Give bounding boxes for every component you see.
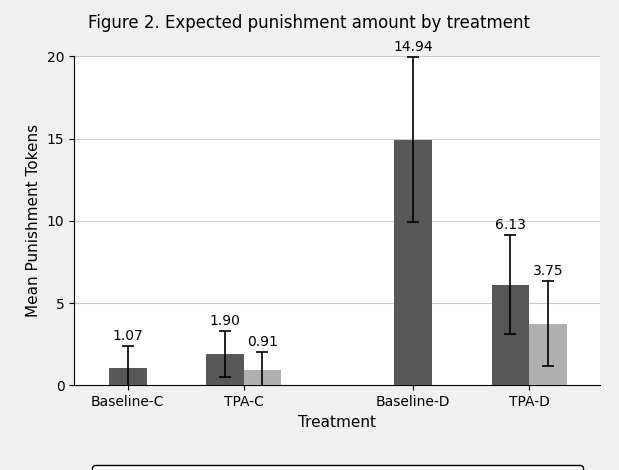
X-axis label: Treatment: Treatment [298, 415, 376, 430]
Bar [491, 284, 529, 385]
Text: 0.91: 0.91 [247, 335, 278, 349]
Legend: Proposed punishment, Approved punishment: Proposed punishment, Approved punishment [92, 465, 583, 470]
Text: 6.13: 6.13 [495, 218, 526, 232]
Bar [206, 354, 244, 385]
Y-axis label: Mean Punishment Tokens: Mean Punishment Tokens [27, 125, 41, 317]
Text: 14.94: 14.94 [393, 40, 433, 54]
Bar [529, 324, 566, 385]
Text: 1.07: 1.07 [113, 329, 143, 343]
Text: Figure 2. Expected punishment amount by treatment: Figure 2. Expected punishment amount by … [89, 14, 530, 32]
Bar [394, 140, 432, 385]
Bar [109, 368, 147, 385]
Bar [244, 370, 281, 385]
Text: 3.75: 3.75 [532, 264, 563, 278]
Text: 1.90: 1.90 [210, 314, 240, 328]
